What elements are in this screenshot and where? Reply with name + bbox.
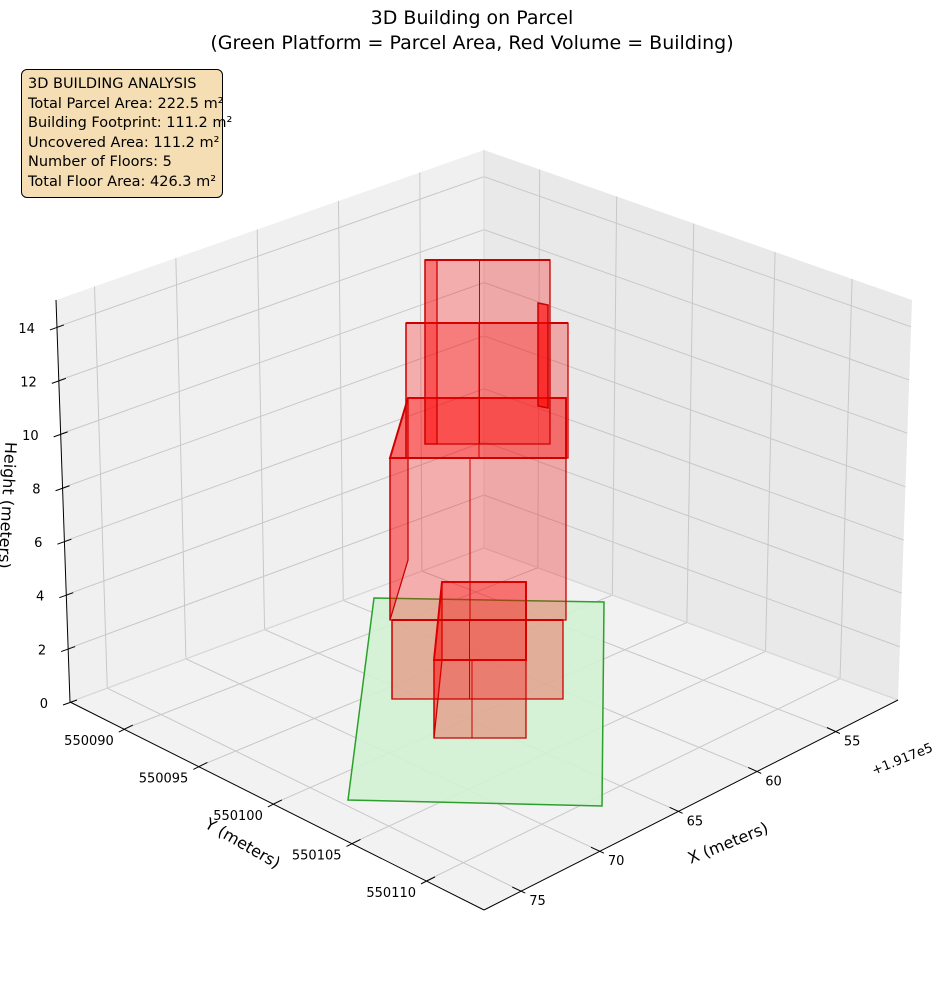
x-tick-4 [512,886,526,894]
info-heading: 3D BUILDING ANALYSIS [28,76,197,92]
y-grid-wall-3 [765,251,776,652]
z-tick-0 [62,699,78,706]
z-tick-label-5: 10 [22,429,39,444]
x-grid-wall-4 [94,286,108,689]
z-tick-3 [57,538,72,545]
x-grid-wall-1 [337,200,344,601]
info-number-of-floors: Number of Floors: 5 [28,154,172,171]
x-offset-label: +1.917e5 [870,741,935,779]
x-grid-floor-0 [421,570,837,732]
z-tick-6 [51,377,66,384]
building-floor-2 [391,619,564,700]
info-building-footprint: Building Footprint: 111.2 m² [28,115,233,132]
building-floor-5 [424,259,551,445]
analysis-info-box: 3D BUILDING ANALYSIS Total Parcel Area: … [21,69,233,198]
y-grid-wall-1 [611,196,618,596]
z-tick-2 [59,592,74,599]
x-tick-label-0: 55 [844,735,861,750]
y-tick-4 [420,876,436,885]
y-tick-label-4: 550110 [366,886,416,901]
x-tick-label-3: 70 [608,854,625,869]
x-grid-wall-3 [175,257,187,659]
y-tick-3 [346,838,361,847]
chart-title-line-2: (Green Platform = Parcel Area, Red Volum… [210,32,734,54]
x-tick-3 [590,846,605,854]
info-total-floor-area: Total Floor Area: 426.3 m² [28,173,217,190]
chart-title-line-1: 3D Building on Parcel [370,7,574,29]
z-tick-1 [60,646,76,653]
y-tick-label-3: 550105 [292,848,342,863]
parcel-platform [347,597,605,807]
z-tick-label-7: 14 [18,322,35,337]
info-uncovered-area: Uncovered Area: 111.2 m² [28,134,220,151]
x-tick-0 [826,727,841,734]
x-grid-floor-4 [107,687,522,892]
y-tick-1 [193,762,208,770]
left-back-pane [56,150,484,702]
x-tick-2 [669,806,683,814]
x-grid-wall-0 [419,172,423,572]
y-tick-2 [267,799,283,808]
axis-lines [49,150,899,911]
y-grid-floor-4 [425,678,841,882]
y-tick-label-2: 550100 [213,809,263,824]
z-axis-line [55,299,71,703]
building-floor-5-front-face [424,259,551,445]
y-grid-floor-0 [123,567,539,730]
x-tick-label-1: 60 [765,774,782,789]
y-tick-label-0: 550090 [64,734,114,749]
z-tick-label-4: 8 [32,483,40,498]
chart-title: 3D Building on Parcel (Green Platform = … [0,6,944,56]
z-axis-label: Height (meters) [0,441,20,569]
z-tick-5 [53,431,68,438]
x-grid-wall-2 [256,229,266,630]
y-tick-0 [118,724,134,733]
y-grid-wall-4 [839,278,853,679]
building-floor-2-front-face [391,619,564,700]
y-grid-wall-2 [686,223,695,623]
building-floor-5-side-face [424,259,438,445]
right-back-pane [484,150,912,700]
z-tick-label-3: 6 [34,536,42,551]
y-tick-label-1: 550095 [139,771,189,786]
x-tick-label-4: 75 [529,894,546,909]
z-tick-label-2: 4 [36,590,44,605]
z-tick-4 [55,485,70,492]
z-tick-label-1: 2 [38,644,46,659]
building-floor-3-front-face [389,457,567,621]
z-tick-label-0: 0 [40,697,48,712]
building-floor-3-side-face [389,397,409,621]
chart-marks [347,259,605,807]
building-sliver [537,302,549,409]
x-tick-label-2: 65 [687,814,704,829]
z-tick-7 [49,324,65,331]
info-total-parcel-area: Total Parcel Area: 222.5 m² [28,95,224,112]
z-tick-label-6: 12 [20,375,37,390]
x-axis-line [483,699,899,911]
y-axis-line [69,701,485,911]
building-floor-3 [388,397,567,621]
x-tick-1 [748,766,762,774]
